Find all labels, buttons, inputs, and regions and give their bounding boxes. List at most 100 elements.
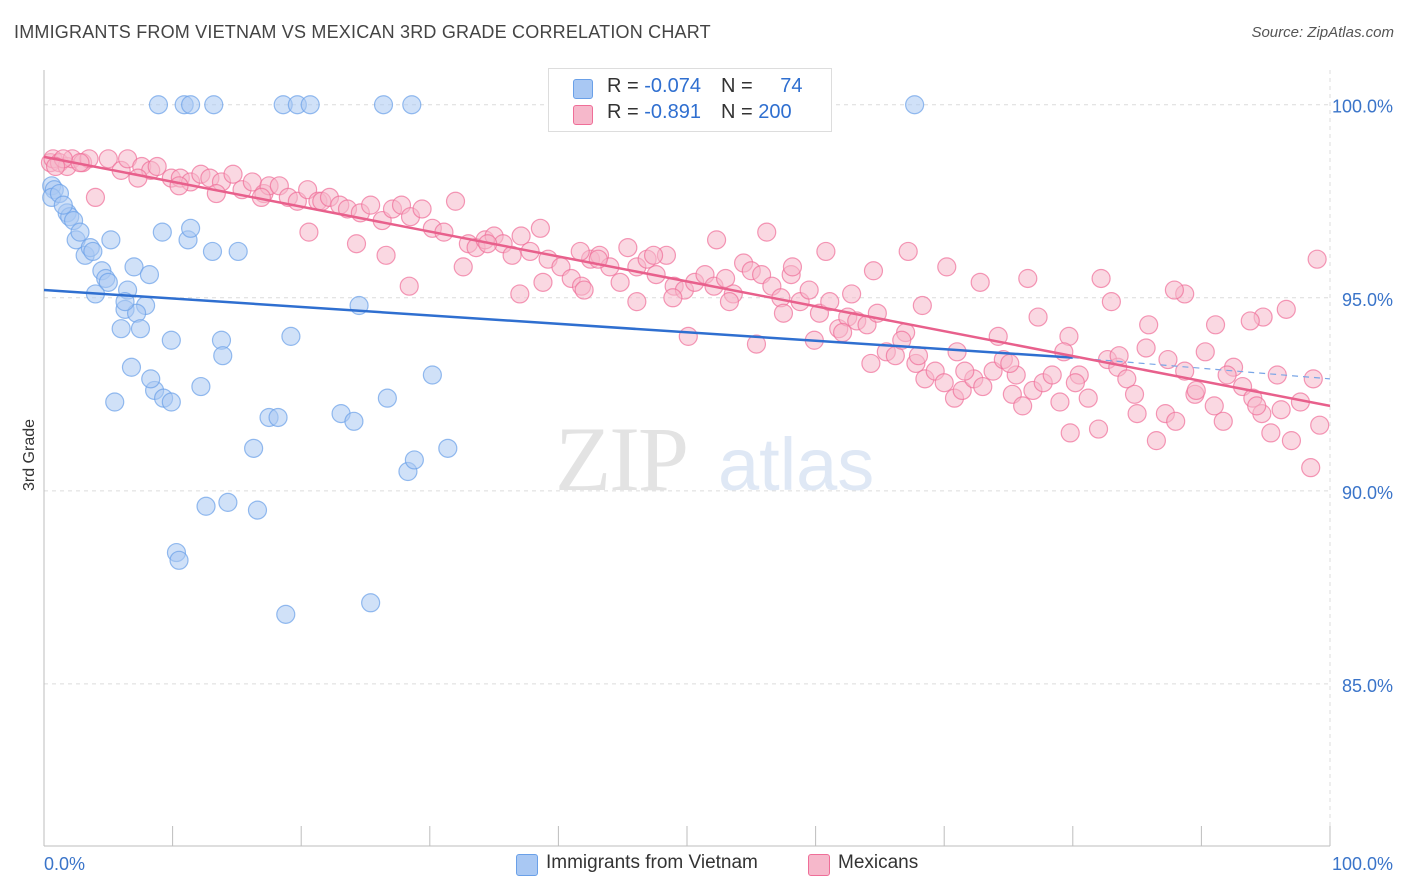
data-point-mexicans-196: [1000, 353, 1020, 374]
data-point-mexicans-183: [128, 168, 148, 188]
data-point-vietnam-13: [101, 230, 121, 250]
data-point-vietnam-68: [169, 550, 189, 570]
data-point-mexicans-115: [1146, 431, 1166, 451]
data-point-mexicans-182: [169, 176, 189, 196]
data-point-mexicans-164: [861, 353, 881, 374]
data-point-mexicans-79: [799, 280, 819, 300]
data-point-mexicans-139: [816, 241, 836, 262]
data-point-mexicans-97: [973, 376, 993, 397]
data-point-mexicans-42: [445, 191, 466, 211]
data-point-mexicans-137: [706, 230, 727, 250]
data-point-vietnam-12: [83, 241, 103, 262]
data-point-vietnam-14: [148, 95, 169, 115]
data-point-mexicans-195: [947, 342, 967, 362]
data-point-mexicans-81: [820, 292, 840, 312]
data-point-mexicans-169: [1124, 384, 1145, 404]
data-point-mexicans-34: [361, 195, 381, 215]
data-point-mexicans-194: [892, 330, 912, 350]
data-point-mexicans-171: [1247, 396, 1267, 416]
r-value-vietnam: -0.074: [644, 75, 701, 97]
legend-label-mexicans: Mexicans: [838, 852, 919, 873]
data-point-mexicans-51: [530, 218, 550, 238]
watermark: ZIP atlas: [555, 408, 874, 510]
data-point-mexicans-175: [510, 284, 530, 304]
data-point-mexicans-190: [663, 288, 683, 308]
data-point-mexicans-147: [912, 295, 932, 316]
data-point-mexicans-101: [1013, 396, 1033, 416]
data-point-mexicans-142: [1028, 307, 1048, 327]
data-point-mexicans-95: [952, 380, 972, 401]
legend-label-vietnam: Immigrants from Vietnam: [546, 852, 758, 873]
data-point-mexicans-160: [1307, 249, 1327, 269]
data-point-vietnam-34: [111, 319, 131, 339]
data-point-mexicans-179: [299, 222, 319, 242]
data-point-mexicans-104: [1042, 365, 1062, 385]
watermark-zip: ZIP: [555, 408, 687, 510]
watermark-atlas: atlas: [718, 423, 874, 506]
data-point-mexicans-155: [937, 257, 957, 277]
data-point-vietnam-28: [124, 257, 144, 277]
data-point-mexicans-70: [715, 268, 736, 289]
data-point-vietnam-17: [204, 95, 224, 115]
stats-swatch-vietnam: [573, 79, 593, 99]
data-point-vietnam-41: [228, 241, 248, 262]
data-point-vietnam-70: [361, 593, 381, 613]
data-point-mexicans-200: [1217, 365, 1237, 385]
data-point-mexicans-161: [678, 326, 698, 346]
data-point-vietnam-21: [373, 95, 394, 115]
data-point-mexicans-154: [863, 261, 884, 281]
x-tick-labels: 0.0% 100.0%: [44, 854, 1393, 874]
data-point-mexicans-172: [1303, 369, 1323, 389]
y-tick-labels: 100.0% 95.0% 90.0% 85.0%: [1332, 97, 1393, 696]
data-point-mexicans-150: [1139, 315, 1159, 335]
data-point-vietnam-23: [905, 95, 925, 115]
data-point-mexicans-109: [1088, 419, 1109, 439]
n-value-mexicans: 200: [758, 101, 792, 123]
data-point-vietnam-69: [276, 604, 296, 624]
data-point-mexicans-112: [1117, 369, 1137, 389]
data-point-vietnam-45: [281, 326, 301, 346]
data-point-vietnam-61: [438, 438, 458, 458]
data-point-vietnam-47: [121, 357, 142, 377]
data-point-mexicans-59: [610, 272, 630, 292]
data-point-mexicans-19: [223, 164, 243, 184]
data-point-mexicans-177: [399, 276, 419, 296]
data-point-mexicans-156: [1018, 268, 1038, 289]
data-point-mexicans-168: [1065, 373, 1085, 393]
y-tick-label-95: 95.0%: [1342, 290, 1393, 310]
data-point-mexicans-178: [346, 234, 367, 254]
data-point-mexicans-191: [719, 292, 740, 312]
data-point-vietnam-22: [402, 95, 422, 115]
data-point-mexicans-187: [45, 156, 66, 177]
n-value-vietnam: 74: [780, 75, 803, 97]
data-point-mexicans-114: [1136, 338, 1156, 358]
data-point-mexicans-159: [1240, 311, 1260, 331]
x-tick-label-min: 0.0%: [44, 854, 85, 874]
data-point-mexicans-12: [147, 156, 167, 177]
data-point-mexicans-120: [1195, 342, 1215, 362]
data-point-vietnam-16: [181, 95, 201, 115]
legend: Immigrants from Vietnam Mexicans: [0, 852, 1406, 878]
data-point-mexicans-108: [1078, 388, 1098, 408]
data-point-mexicans-128: [1271, 400, 1291, 420]
y-tick-label-90: 90.0%: [1342, 483, 1393, 503]
data-point-vietnam-44: [213, 346, 233, 366]
r-value-mexicans: -0.891: [644, 101, 701, 123]
data-point-vietnam-40: [202, 241, 223, 262]
data-point-vietnam-42: [161, 330, 181, 350]
data-point-vietnam-29: [139, 265, 160, 285]
data-point-vietnam-39: [181, 218, 201, 238]
data-point-mexicans-129: [1281, 431, 1302, 451]
data-point-vietnam-37: [152, 222, 172, 242]
data-point-mexicans-7: [98, 149, 118, 169]
data-point-mexicans-49: [511, 226, 531, 246]
data-point-vietnam-20: [300, 95, 320, 115]
x-tick-label-max: 100.0%: [1332, 854, 1393, 874]
data-point-vietnam-55: [268, 407, 288, 428]
data-point-vietnam-33: [115, 292, 135, 312]
data-point-mexicans-138: [757, 222, 777, 242]
data-point-mexicans-121: [1204, 396, 1224, 416]
y-tick-label-100: 100.0%: [1332, 97, 1393, 117]
stats-box: R = -0.074 N = 74 R = -0.891 N = 200: [548, 68, 832, 132]
data-point-mexicans-152: [1276, 299, 1296, 319]
